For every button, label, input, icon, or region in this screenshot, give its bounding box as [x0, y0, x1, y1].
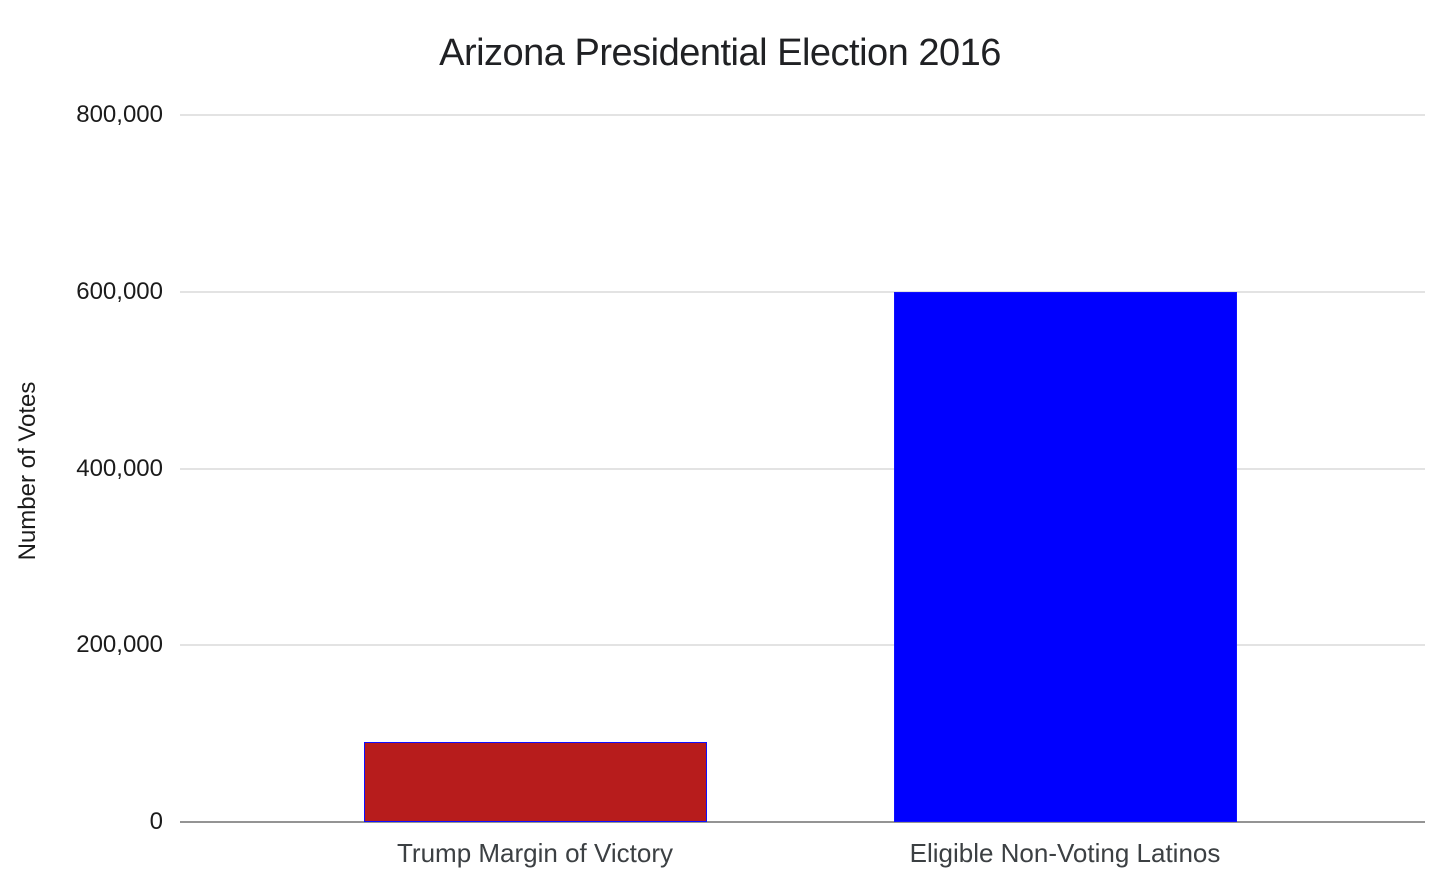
y-tick-label: 200,000: [76, 631, 163, 659]
y-tick-label: 400,000: [76, 454, 163, 482]
y-tick-label: 800,000: [76, 101, 163, 128]
gridline: [180, 644, 1425, 647]
bar-trump-margin-of-victory: [363, 742, 707, 822]
chart-title: Arizona Presidential Election 2016: [439, 32, 1001, 74]
y-tick-label: 0: [149, 808, 163, 835]
x-category-label-trump-margin-of-victory: Trump Margin of Victory: [397, 838, 673, 868]
gridline: [180, 114, 1425, 116]
gridline: [180, 290, 1425, 293]
x-category-label-eligible-non-voting-latinos: Eligible Non-Voting Latinos: [909, 838, 1221, 868]
bar-eligible-non-voting-latinos: [893, 291, 1237, 822]
x-axis-baseline: [180, 821, 1425, 823]
plot-area: [180, 114, 1425, 823]
gridline: [180, 467, 1425, 470]
y-tick-label: 600,000: [76, 277, 163, 305]
